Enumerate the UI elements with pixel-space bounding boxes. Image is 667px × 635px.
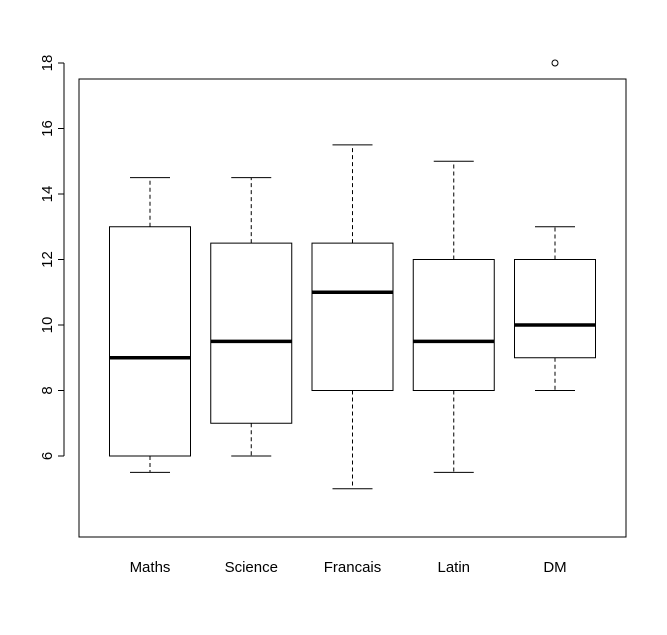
plot-frame	[78, 78, 627, 538]
y-tick-label: 12	[39, 251, 56, 268]
iqr-box	[109, 226, 191, 457]
box-latin	[412, 160, 495, 473]
box-francais	[311, 144, 394, 490]
y-tick-label: 16	[39, 120, 56, 137]
y-tick-label: 8	[39, 386, 56, 394]
boxes	[109, 59, 596, 490]
iqr-box	[311, 242, 394, 391]
y-axis: 6 8 10 12 14 16 18	[39, 55, 65, 460]
x-category-label: Science	[225, 559, 278, 576]
iqr-box	[412, 259, 495, 391]
outlier-point	[551, 59, 559, 67]
box-maths	[109, 177, 191, 473]
x-category-label: Francais	[324, 559, 382, 576]
x-axis-labels: Maths Science Francais Latin DM	[130, 559, 567, 576]
box-science	[210, 177, 293, 457]
x-category-label: Latin	[437, 559, 470, 576]
y-tick-label: 14	[39, 186, 56, 203]
iqr-box	[210, 242, 293, 424]
x-category-label: DM	[543, 559, 566, 576]
box-dm	[514, 59, 596, 391]
y-tick-label: 10	[39, 317, 56, 334]
iqr-box	[514, 259, 596, 359]
x-category-label: Maths	[130, 559, 171, 576]
y-tick-label: 18	[39, 55, 56, 72]
y-tick-label: 6	[39, 452, 56, 460]
